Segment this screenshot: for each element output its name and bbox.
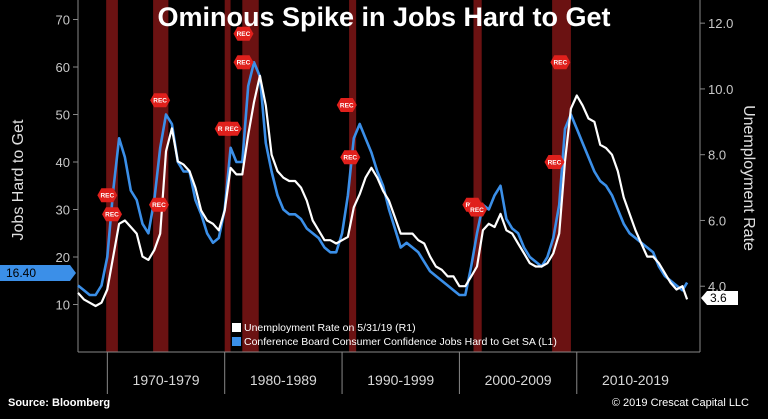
end-value-right-text: 3.6 (710, 291, 727, 305)
decade-label-3: 2000-2009 (485, 372, 552, 388)
end-value-left: 16.40 (0, 265, 76, 281)
series-lines (77, 61, 689, 308)
rec-marker-13: REC (544, 155, 565, 169)
recession-band-3 (242, 0, 259, 352)
left-tick-label-4: 50 (56, 108, 70, 123)
legend-blue-swatch (232, 337, 241, 346)
rec-marker-9: REC (340, 150, 361, 165)
rec-marker-label-6: REC (237, 31, 251, 38)
rec-marker-11: REC (467, 202, 488, 217)
rec-marker-shape-6 (233, 26, 254, 41)
rec-marker-label-0: REC (100, 193, 114, 200)
rec-marker-12: REC (550, 55, 571, 70)
end-value-left-tag (0, 265, 76, 281)
rec-marker-label-13: REC (548, 159, 562, 166)
legend-jobs-hard-label: Conference Board Consumer Confidence Job… (244, 336, 557, 348)
recession-band-1 (153, 0, 169, 352)
rec-marker-shape-7 (233, 55, 254, 70)
recession-band-5 (473, 0, 482, 352)
rec-marker-label-1: REC (105, 212, 119, 219)
decade-label-0: 1970-1979 (133, 372, 200, 388)
end-value-right: 3.6 (701, 291, 738, 305)
right-tick-label-4: 12.0 (708, 16, 733, 31)
right-tick-label-1: 6.0 (708, 213, 726, 228)
rec-marker-6: REC (233, 26, 254, 41)
rec-marker-shape-8 (336, 98, 357, 112)
rec-marker-3: REC (150, 93, 171, 108)
rec-marker-1: REC (102, 207, 123, 222)
rec-marker-shape-13 (544, 155, 565, 169)
rec-marker-shape-3 (150, 93, 171, 108)
rec-marker-7: REC (233, 55, 254, 70)
left-tick-label-3: 40 (56, 155, 70, 170)
left-axis-title: Jobs Hard to Get (10, 119, 27, 241)
right-axis-title: Unemployment Rate (740, 105, 757, 251)
left-tick-label-5: 60 (56, 60, 70, 75)
rec-marker-shape-9 (340, 150, 361, 165)
recession-markers: RECRECRECRECRECRECRECRECRECRECRECRECRECR… (97, 26, 571, 222)
rec-marker-shape-1 (102, 207, 123, 222)
copyright-label: © 2019 Crescat Capital LLC (612, 397, 749, 409)
jobs-hard-to-get-line (77, 61, 689, 297)
right-tick-label-0: 4.0 (708, 279, 726, 294)
rec-marker-label-5: REC (225, 126, 239, 133)
rec-marker-label-9: REC (343, 155, 357, 162)
decade-label-1: 1980-1989 (250, 372, 317, 388)
rec-marker-label-3: REC (153, 98, 167, 105)
rec-marker-label-7: REC (237, 60, 251, 67)
rec-marker-label-11: REC (470, 207, 484, 214)
unemployment-rate-line (77, 74, 689, 308)
rec-marker-shape-0 (97, 188, 118, 203)
decade-label-2: 1990-1999 (367, 372, 434, 388)
rec-marker-5: REC (221, 121, 242, 136)
recession-band-4 (349, 0, 357, 352)
rec-marker-2: REC (148, 197, 169, 212)
end-value-left-text: 16.40 (6, 266, 36, 280)
left-tick-label-0: 10 (56, 298, 70, 313)
recession-band-0 (106, 0, 118, 352)
decade-label-4: 2010-2019 (602, 372, 669, 388)
left-tick-label-2: 30 (56, 203, 70, 218)
legend-unemployment-label: Unemployment Rate on 5/31/19 (R1) (244, 322, 416, 334)
rec-marker-shape-5 (221, 121, 242, 136)
rec-marker-shape-2 (148, 197, 169, 212)
rec-marker-label-2: REC (152, 202, 166, 209)
rec-marker-0: REC (97, 188, 118, 203)
right-tick-label-2: 8.0 (708, 148, 726, 163)
rec-marker-8: REC (336, 98, 357, 112)
rec-marker-label-12: REC (553, 60, 567, 67)
chart-title: Ominous Spike in Jobs Hard to Get (157, 2, 610, 32)
source-label: Source: Bloomberg (8, 397, 110, 409)
end-value-right-tag (701, 291, 738, 305)
left-tick-label-1: 20 (56, 250, 70, 265)
left-tick-label-6: 70 (56, 13, 70, 28)
right-tick-label-3: 10.0 (708, 82, 733, 97)
rec-marker-shape-12 (550, 55, 571, 70)
rec-marker-shape-11 (467, 202, 488, 217)
legend: Unemployment Rate on 5/31/19 (R1) Confer… (232, 322, 557, 348)
legend-white-swatch (232, 323, 241, 332)
rec-marker-label-8: REC (340, 102, 354, 109)
